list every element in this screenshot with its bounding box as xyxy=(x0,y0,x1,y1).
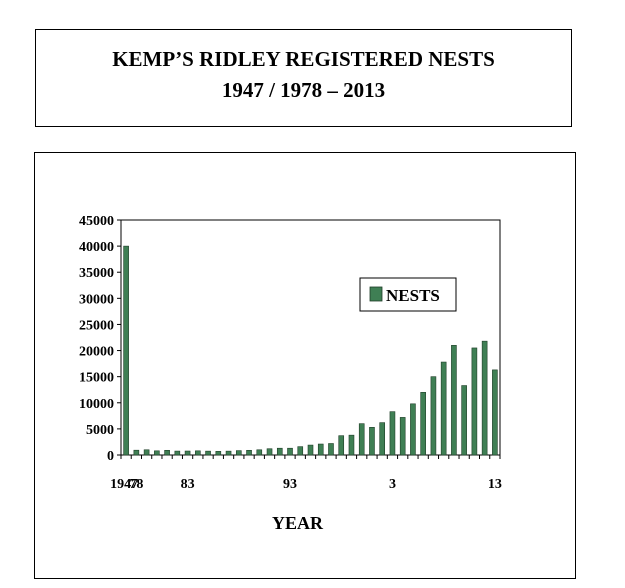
y-tick-label: 0 xyxy=(107,449,114,464)
bar-1989 xyxy=(246,449,252,456)
bar-1996 xyxy=(317,443,324,456)
y-tick-label: 5000 xyxy=(86,423,114,438)
bar-2013 xyxy=(492,369,498,456)
title-box: KEMP’S RIDLEY REGISTERED NESTS 1947 / 19… xyxy=(35,29,572,127)
bar-1991 xyxy=(266,448,273,456)
bar-2001 xyxy=(369,427,375,456)
y-tick-label: 40000 xyxy=(79,240,114,255)
bar-1987 xyxy=(225,450,232,456)
y-tick-label: 15000 xyxy=(79,371,114,386)
bar-2003 xyxy=(389,411,396,456)
bar-2009 xyxy=(451,345,457,456)
bar-2012 xyxy=(481,340,488,456)
bar-2006 xyxy=(420,392,426,456)
y-tick-label: 35000 xyxy=(79,266,114,281)
bar-chart: 0 5000 10000 15000 20000 25000 30000 35000 40000… xyxy=(79,214,502,533)
legend-label: NESTS xyxy=(386,286,440,305)
bar-2008 xyxy=(440,361,447,456)
bar-1995 xyxy=(307,444,314,456)
bar-1947 xyxy=(123,245,129,456)
bar-1985 xyxy=(205,450,211,456)
chart-title: KEMP’S RIDLEY REGISTERED NESTS xyxy=(112,47,495,71)
bar-1993 xyxy=(287,447,293,456)
x-tick-label: 78 xyxy=(129,477,143,492)
y-tick-label: 10000 xyxy=(79,397,114,412)
y-tick-label: 25000 xyxy=(79,318,114,333)
x-tick-label: 1947 xyxy=(110,477,138,492)
bar-1994 xyxy=(297,446,304,456)
chart-container: 0 5000 10000 15000 20000 25000 30000 35000 40000… xyxy=(34,152,576,579)
chart-subtitle: 1947 / 1978 – 2013 xyxy=(221,78,386,102)
bar-2010 xyxy=(461,385,467,456)
bar-1986 xyxy=(215,451,222,456)
y-tick-label: 30000 xyxy=(79,292,114,307)
bar-1997 xyxy=(328,443,334,456)
bar-1981 xyxy=(164,449,170,456)
bar-1984 xyxy=(195,450,201,456)
bar-2007 xyxy=(430,376,437,456)
bar-1978 xyxy=(133,449,140,456)
bar-1992 xyxy=(276,447,283,456)
bar-1988 xyxy=(235,450,242,456)
bar-1982 xyxy=(174,450,181,456)
bar-2002 xyxy=(379,422,386,456)
legend-swatch xyxy=(369,286,383,302)
x-tick-label: 3 xyxy=(389,477,396,492)
bar-2000 xyxy=(358,423,365,456)
x-tick-label: 83 xyxy=(181,477,195,492)
bar-1980 xyxy=(154,450,160,456)
y-tick-label: 20000 xyxy=(79,345,114,360)
bar-2004 xyxy=(399,417,406,456)
x-axis-label: YEAR xyxy=(272,513,324,533)
bar-1983 xyxy=(184,450,191,456)
x-tick-label: 93 xyxy=(283,477,297,492)
bar-1990 xyxy=(256,449,263,456)
bar-1998 xyxy=(338,435,345,456)
bar-1979 xyxy=(143,449,150,456)
x-tick-label: 13 xyxy=(488,477,502,492)
bar-1999 xyxy=(348,434,355,456)
bar-2011 xyxy=(471,347,478,456)
y-tick-label: 45000 xyxy=(79,214,114,229)
bar-2005 xyxy=(410,403,416,456)
